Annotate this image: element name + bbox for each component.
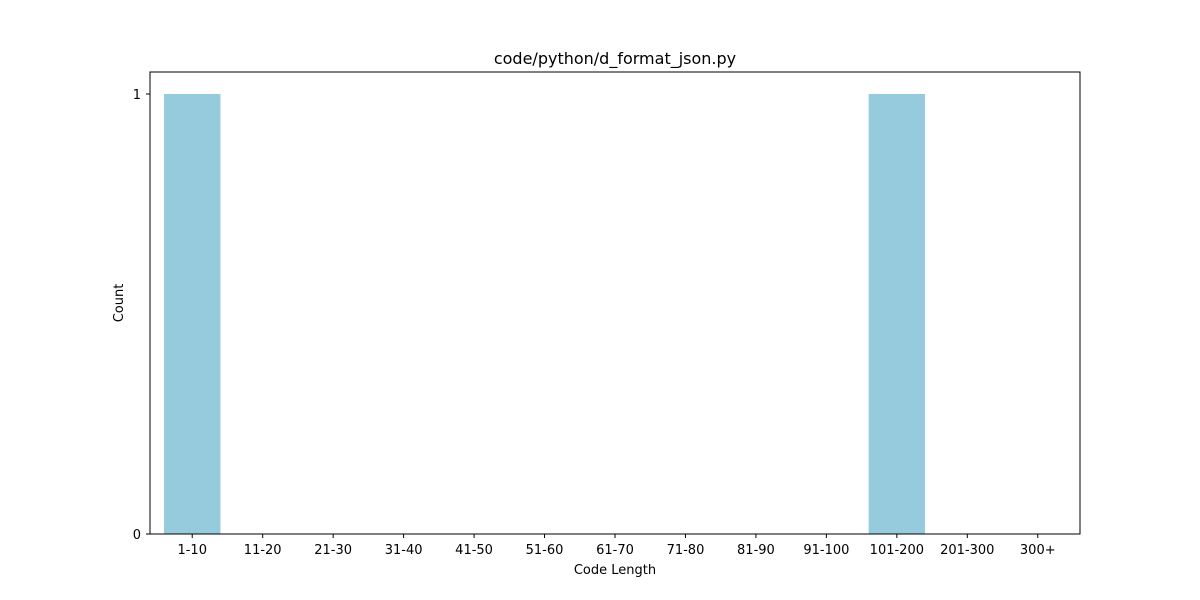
x-tick-label: 41-50 xyxy=(455,543,493,558)
bar-101-200 xyxy=(868,94,926,534)
x-tick-label: 300+ xyxy=(1020,543,1056,558)
x-tick-label: 31-40 xyxy=(385,543,423,558)
x-tick-label: 81-90 xyxy=(737,543,775,558)
y-axis-label: Count xyxy=(112,284,127,323)
y-tick-label: 0 xyxy=(133,528,141,543)
x-tick-label: 51-60 xyxy=(526,543,564,558)
y-axis: 01 xyxy=(133,88,150,543)
x-tick-label: 101-200 xyxy=(870,543,924,558)
bar-1-10 xyxy=(164,94,221,534)
x-tick-label: 21-30 xyxy=(314,543,352,558)
x-tick-label: 71-80 xyxy=(667,543,705,558)
chart-title: code/python/d_format_json.py xyxy=(494,49,736,69)
x-tick-label: 1-10 xyxy=(177,543,207,558)
x-axis: 1-10 11-20 21-30 31-40 41-50 51-60 61-70 71-80 8… xyxy=(177,534,1056,558)
x-tick-label: 11-20 xyxy=(244,543,282,558)
bars-group xyxy=(164,94,926,534)
x-tick-label: 61-70 xyxy=(596,543,634,558)
x-tick-label: 91-100 xyxy=(803,543,849,558)
x-tick-label: 201-300 xyxy=(940,543,994,558)
plot-area-frame xyxy=(149,71,1081,535)
x-axis-label: Code Length xyxy=(574,563,656,578)
y-tick-label: 1 xyxy=(133,88,141,103)
